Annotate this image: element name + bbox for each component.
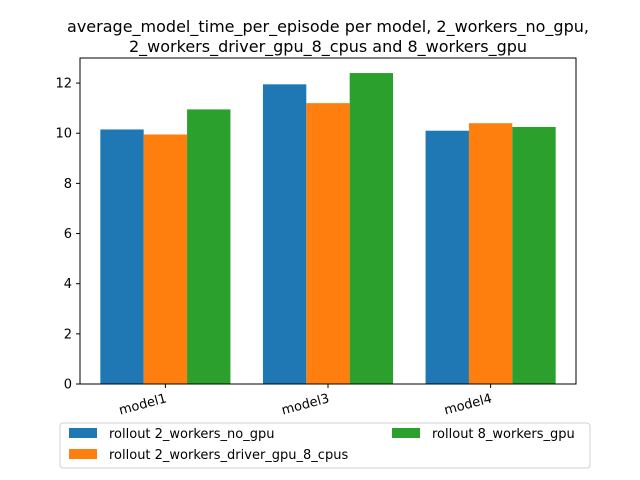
bar-model1-series-1 bbox=[100, 129, 144, 384]
y-tick-label: 4 bbox=[64, 277, 72, 292]
y-axis: 0 2 4 6 8 10 12 bbox=[55, 77, 80, 393]
legend-label-3: rollout 8_workers_gpu bbox=[432, 427, 575, 442]
legend-swatch-3 bbox=[392, 428, 420, 438]
legend-swatch-1 bbox=[69, 428, 97, 438]
y-tick-label: 6 bbox=[64, 227, 72, 242]
y-tick-label: 8 bbox=[64, 177, 72, 192]
y-tick-label: 0 bbox=[64, 378, 72, 393]
bar-model1-series-2 bbox=[143, 134, 188, 384]
bar-model1-series-3 bbox=[187, 109, 231, 385]
legend-swatch-2 bbox=[69, 449, 97, 459]
y-tick-label: 2 bbox=[64, 327, 72, 342]
plot-frame bbox=[79, 57, 577, 385]
legend-label-2: rollout 2_workers_driver_gpu_8_cpus bbox=[109, 448, 348, 463]
chart-title: average_model_time_per_episode per model… bbox=[67, 17, 589, 57]
bar-model3-series-2 bbox=[306, 103, 350, 384]
x-tick-label-model1: model1 bbox=[117, 391, 168, 418]
x-tick-label-model3: model3 bbox=[280, 391, 331, 418]
bar-model4-series-1 bbox=[425, 130, 469, 384]
chart-title-line-2: 2_workers_driver_gpu_8_cpus and 8_worker… bbox=[129, 37, 527, 57]
bar-model3-series-3 bbox=[349, 73, 394, 385]
y-tick-label: 10 bbox=[55, 127, 72, 142]
y-tick-label: 12 bbox=[55, 77, 72, 92]
legend-box bbox=[59, 422, 591, 469]
bar-model4-series-3 bbox=[512, 126, 556, 384]
legend-label-1: rollout 2_workers_no_gpu bbox=[109, 427, 274, 442]
bar-model4-series-2 bbox=[468, 123, 513, 384]
bar-model3-series-1 bbox=[262, 84, 307, 384]
x-tick-label-model4: model4 bbox=[443, 391, 494, 418]
x-axis: model1 model3 model4 bbox=[117, 384, 494, 418]
chart-title-line-1: average_model_time_per_episode per model… bbox=[67, 17, 589, 37]
bars-group bbox=[100, 73, 556, 385]
